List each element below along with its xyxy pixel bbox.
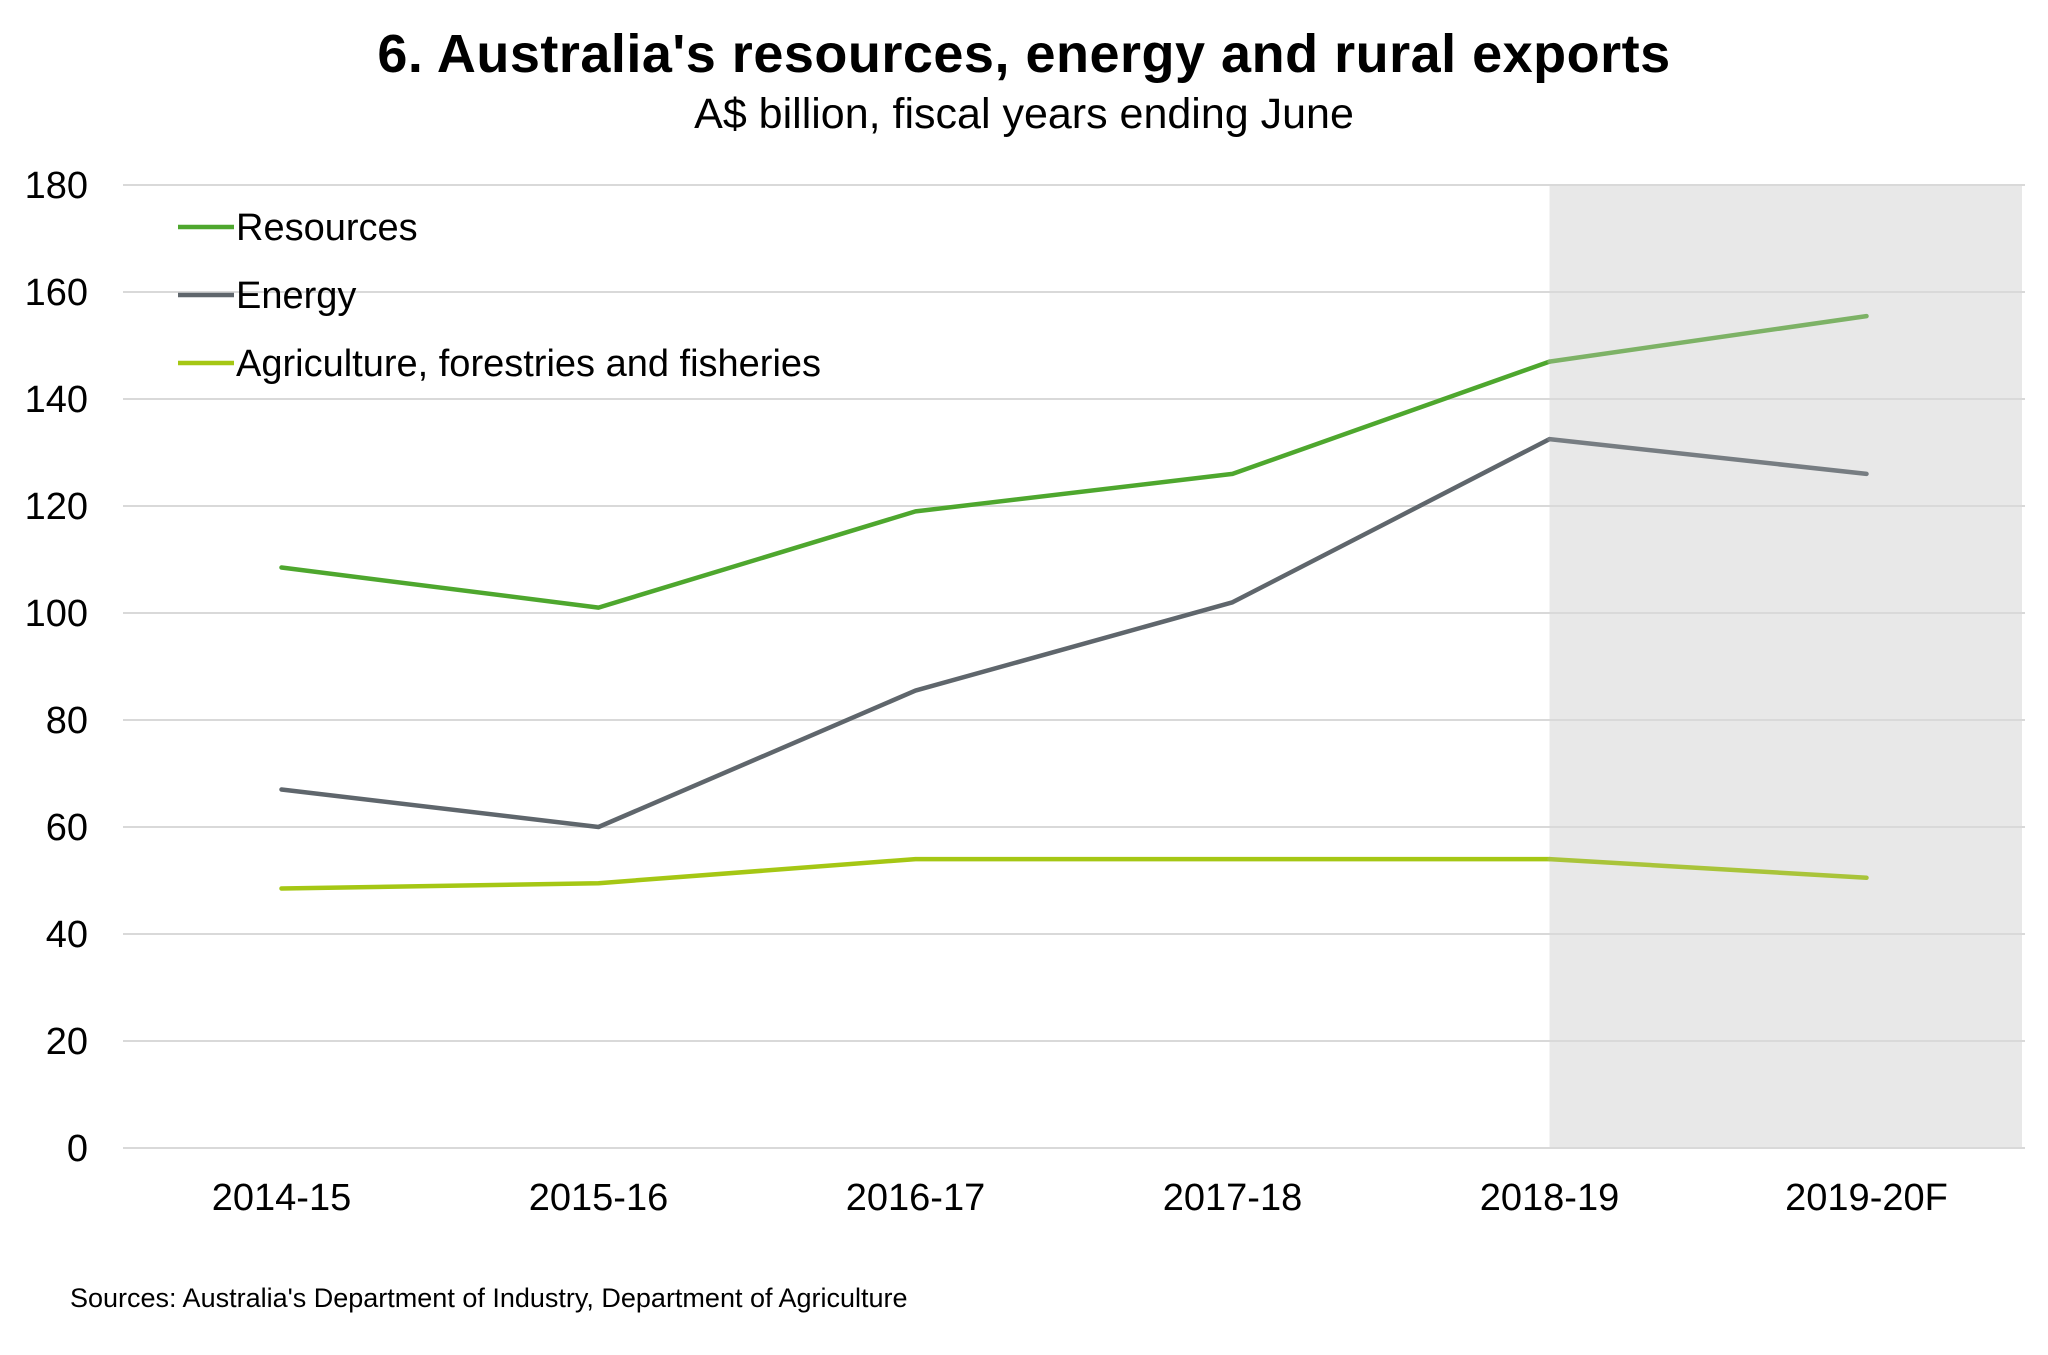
y-tick-label: 20 [46,1021,88,1063]
y-axis-tick-labels: 0 20 40 60 80 100 120 140 160 180 [25,165,88,1170]
y-tick-label: 100 [25,593,88,635]
legend-label: Agriculture, forestries and fisheries [236,343,821,385]
series-line [279,856,1552,891]
y-tick-label: 140 [25,379,88,421]
chart-title: 6. Australia's resources, energy and rur… [377,24,1671,84]
series-line [279,359,1552,610]
forecast-shaded-region [1549,185,2022,1148]
series-line-group [279,856,1869,891]
series-lines-layer [279,313,1869,891]
legend-item: Agriculture, forestries and fisheries [178,343,821,385]
series-line-forecast [1547,313,1869,364]
series-line-group [279,313,1869,610]
legend-label: Resources [236,207,418,249]
legend-label: Energy [236,275,356,317]
x-tick-label: 2015-16 [529,1177,668,1219]
x-tick-label: 2016-17 [846,1177,985,1219]
series-line [279,436,1552,830]
x-tick-label: 2017-18 [1163,1177,1302,1219]
x-axis-tick-labels: 2014-15 2015-16 2016-17 2017-18 2018-19 2019-… [212,1177,1948,1219]
forecast-shaded-region-layer [1549,185,2022,1148]
chart-subtitle: A$ billion, fiscal years ending June [694,90,1354,138]
series-line-group [279,436,1869,830]
legend-item: Resources [178,207,418,249]
x-tick-label: 2018-19 [1480,1177,1619,1219]
legend-item: Energy [178,275,356,317]
y-tick-label: 60 [46,807,88,849]
series-line-forecast [1547,856,1869,881]
x-tick-label: 2014-15 [212,1177,351,1219]
series-line-forecast [1547,436,1869,477]
y-tick-label: 180 [25,165,88,207]
gridlines-layer [123,184,2025,1149]
y-tick-label: 0 [67,1128,88,1170]
y-tick-label: 40 [46,914,88,956]
y-tick-label: 120 [25,486,88,528]
x-tick-label: 2019-20F [1785,1177,1948,1219]
y-tick-label: 160 [25,272,88,314]
y-tick-label: 80 [46,700,88,742]
legend: Resources Energy Agriculture, forestries a… [178,207,821,385]
source-note: Sources: Australia's Department of Indus… [70,1283,908,1313]
